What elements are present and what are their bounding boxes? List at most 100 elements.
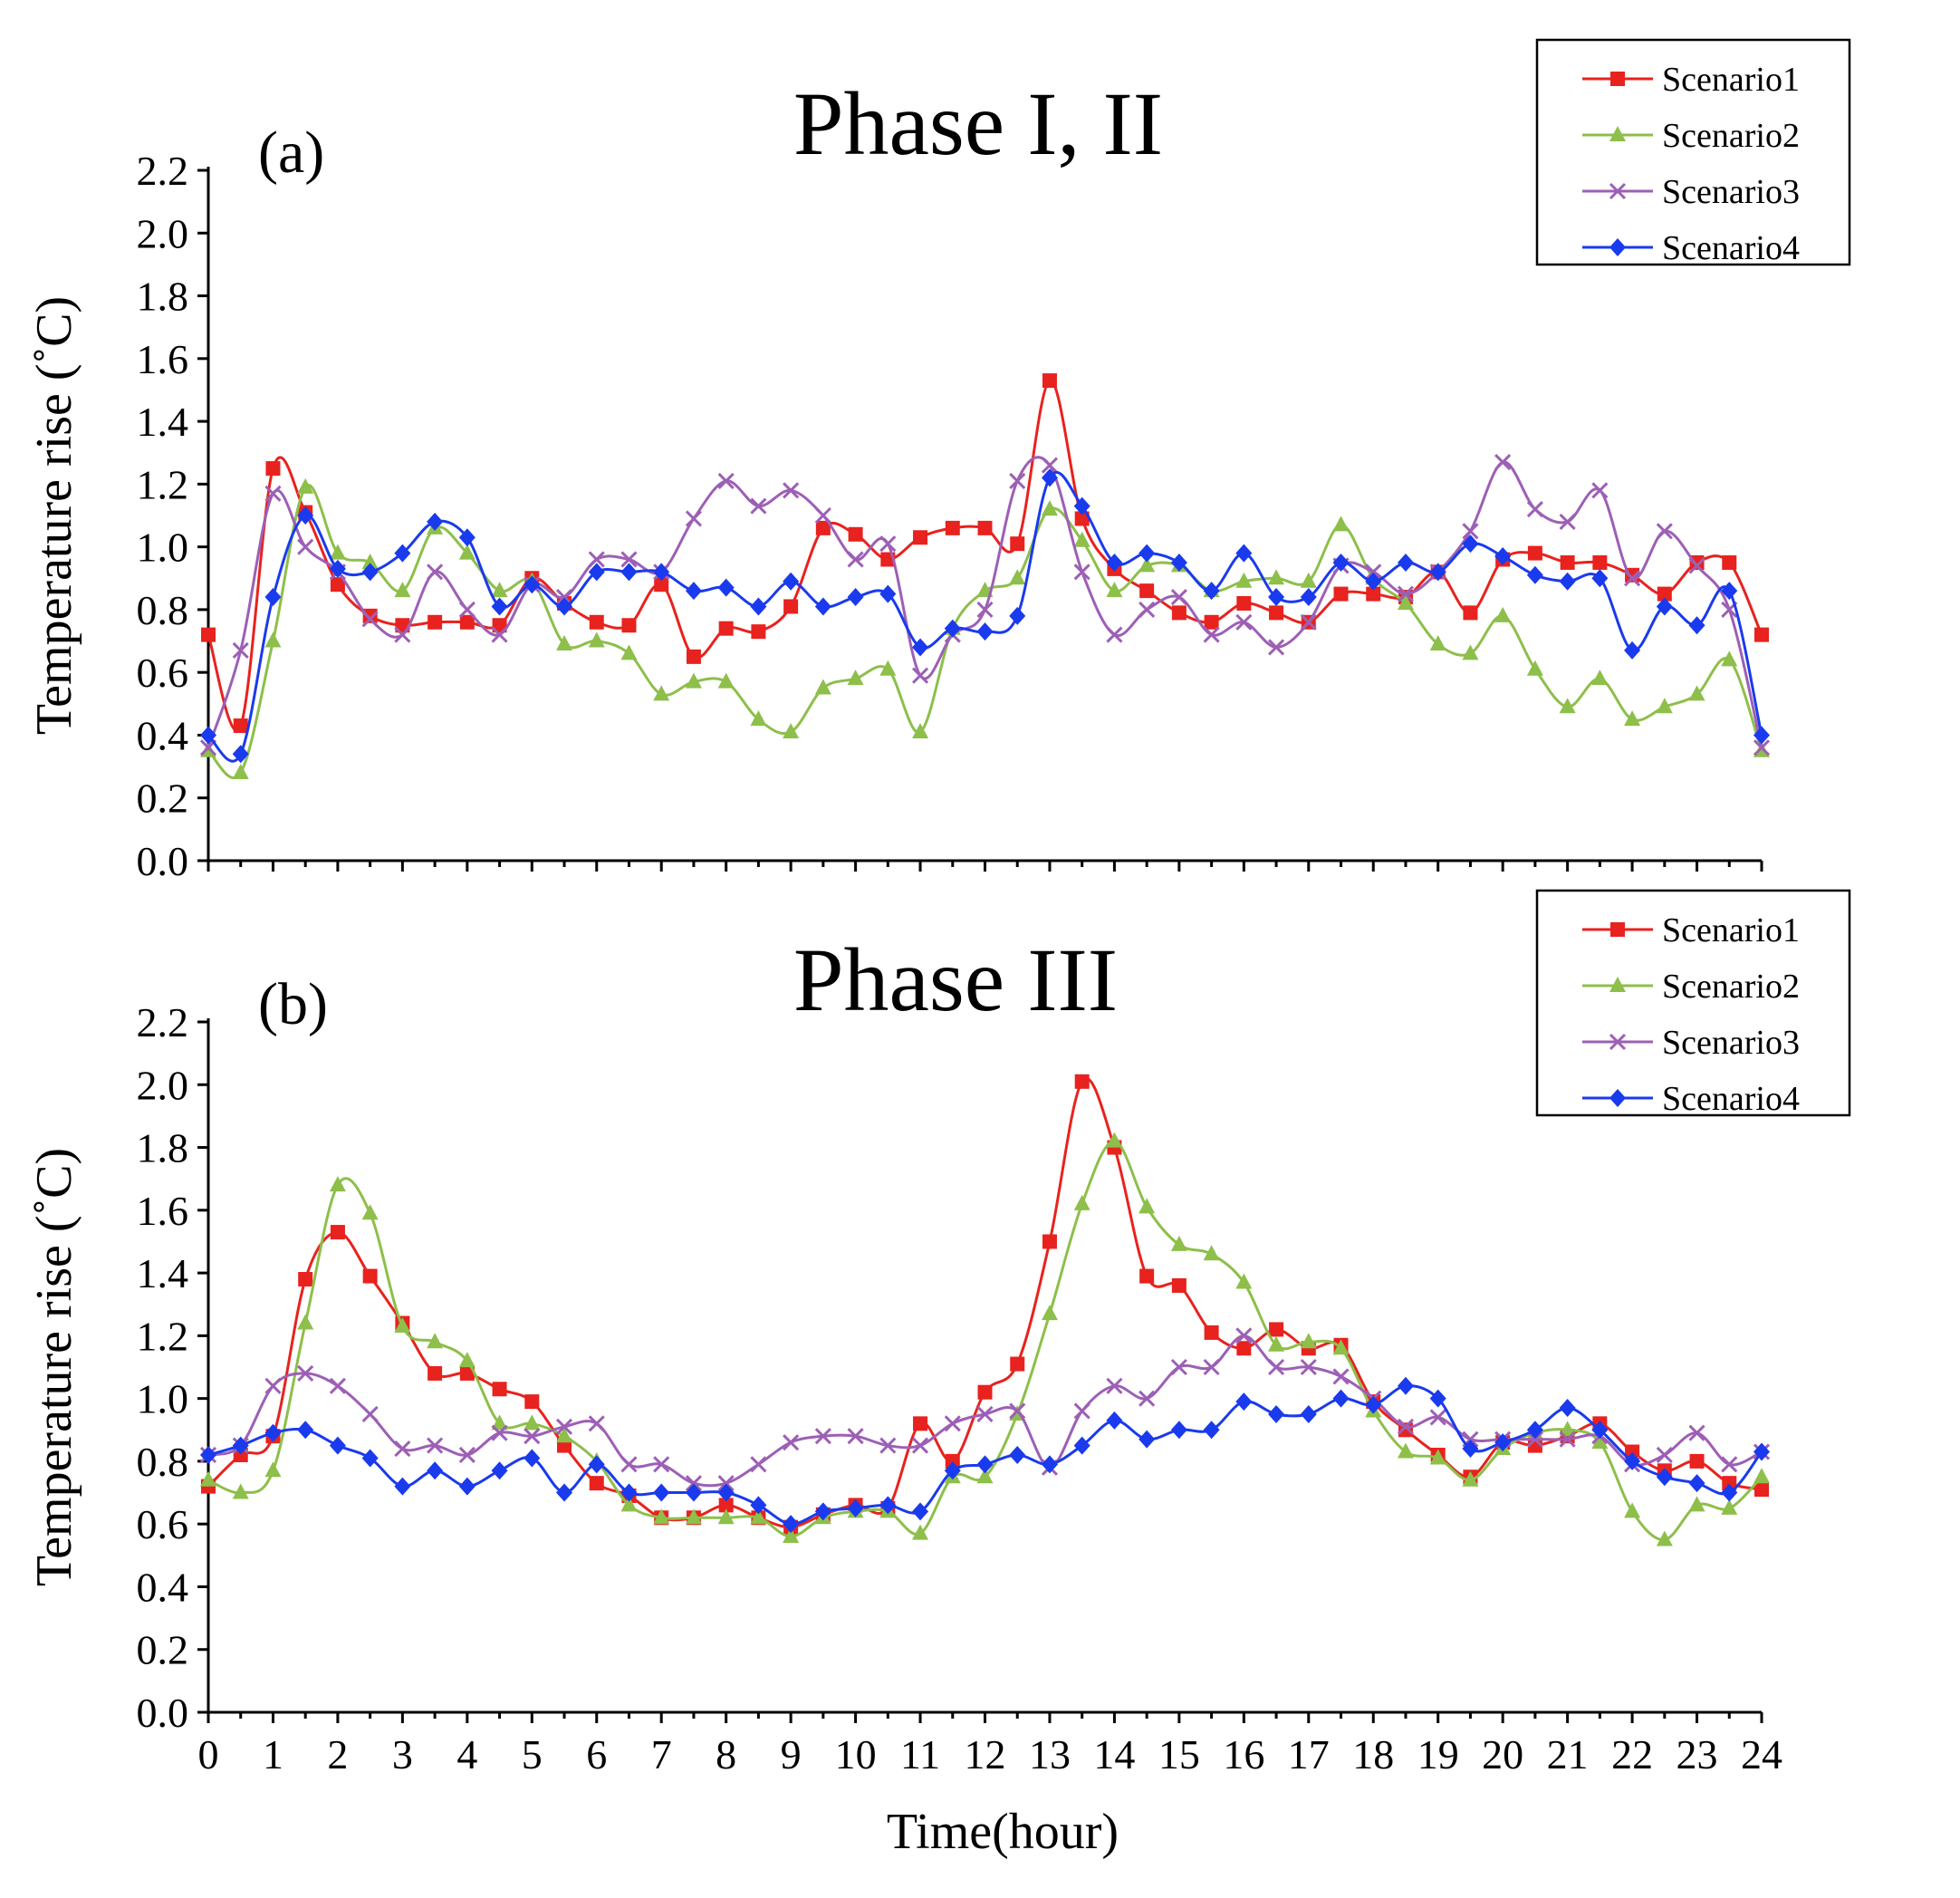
data-point-scenario1	[1689, 1453, 1705, 1469]
data-point-scenario4	[1235, 544, 1253, 563]
data-point-scenario2	[556, 1427, 573, 1443]
data-point-scenario1	[201, 627, 216, 642]
y-tick-label-a: 0.0	[137, 838, 189, 884]
data-point-scenario3	[1365, 564, 1382, 581]
data-point-scenario1	[1527, 545, 1542, 561]
data-point-scenario3	[911, 667, 929, 684]
y-tick-label-b: 0.4	[137, 1564, 189, 1610]
data-point-scenario3	[1235, 613, 1253, 631]
x-tick-label-b: 10	[835, 1731, 877, 1778]
y-tick-label-b: 0.6	[137, 1501, 189, 1547]
data-point-scenario2	[1268, 1335, 1285, 1352]
data-point-scenario3	[879, 535, 897, 553]
legend-box-a	[1535, 38, 1851, 266]
data-point-scenario3	[1009, 1402, 1026, 1420]
data-point-scenario2	[458, 544, 476, 560]
data-point-scenario3	[814, 1428, 831, 1445]
data-point-scenario1	[459, 614, 475, 630]
data-point-scenario4	[458, 1477, 476, 1496]
data-point-scenario3	[1106, 1377, 1123, 1394]
data-point-scenario1	[1074, 511, 1090, 526]
series-b-scenario4	[200, 1376, 1770, 1534]
data-point-scenario1	[1042, 373, 1057, 389]
y-tick-label-b: 0.8	[137, 1439, 189, 1485]
data-point-scenario3	[1139, 1390, 1156, 1407]
x-axis-title: Time(hour)	[887, 1804, 1119, 1860]
data-point-scenario1	[913, 1416, 928, 1431]
data-point-scenario4	[1559, 1399, 1576, 1418]
data-point-scenario4	[685, 582, 702, 601]
data-point-scenario3	[427, 1437, 444, 1454]
y-tick-label-a: 1.4	[137, 399, 189, 445]
legend-marker-scenario3	[1609, 1033, 1627, 1051]
data-point-scenario3	[491, 1424, 508, 1441]
data-point-scenario4	[264, 1423, 282, 1442]
data-point-scenario4	[847, 588, 864, 607]
data-point-scenario3	[685, 1475, 702, 1492]
data-point-scenario2	[1332, 515, 1350, 532]
data-point-scenario4	[1462, 535, 1479, 554]
data-point-scenario1	[233, 718, 248, 734]
data-point-scenario4	[1721, 1483, 1738, 1502]
data-point-scenario4	[783, 572, 800, 591]
data-point-scenario3	[717, 472, 735, 489]
data-point-scenario2	[361, 553, 379, 569]
data-point-scenario3	[1203, 626, 1220, 643]
data-point-scenario2	[1235, 572, 1253, 588]
data-point-scenario4	[1365, 572, 1382, 591]
data-point-scenario3	[1656, 523, 1673, 540]
data-point-scenario1	[815, 520, 831, 535]
data-point-scenario2	[427, 1333, 444, 1349]
data-point-scenario1	[362, 608, 378, 623]
legend-marker-scenario1	[1610, 72, 1625, 86]
x-tick-label-b: 23	[1677, 1731, 1718, 1778]
data-point-scenario1	[362, 1268, 378, 1284]
x-tick-label-b: 15	[1158, 1731, 1200, 1778]
data-point-scenario2	[1429, 635, 1446, 651]
y-tick-label-b: 0.2	[137, 1627, 189, 1673]
data-point-scenario4	[491, 597, 508, 616]
data-point-scenario2	[847, 670, 864, 686]
legend-label-scenario1: Scenario1	[1662, 61, 1800, 99]
legend-label-scenario4: Scenario4	[1662, 229, 1800, 267]
data-point-scenario4	[329, 559, 346, 578]
legend-marker-scenario4	[1609, 1089, 1626, 1107]
data-point-scenario3	[491, 626, 508, 643]
data-point-scenario3	[847, 1428, 864, 1445]
data-point-scenario4	[653, 1483, 670, 1502]
data-point-scenario3	[1526, 1431, 1543, 1448]
legend-box-b	[1535, 889, 1851, 1117]
x-tick-label-b: 13	[1029, 1731, 1071, 1778]
data-point-scenario1	[1269, 605, 1284, 621]
data-point-scenario4	[1462, 1440, 1479, 1459]
x-tick-label-b: 2	[327, 1731, 348, 1778]
data-point-scenario2	[620, 1496, 638, 1512]
y-tick-label-b: 1.0	[137, 1376, 189, 1422]
data-point-scenario1	[1074, 1074, 1090, 1089]
legend-marker-scenario4	[1609, 238, 1626, 256]
data-point-scenario2	[1106, 582, 1123, 598]
data-point-scenario2	[329, 1176, 346, 1192]
data-point-scenario3	[1591, 482, 1609, 499]
data-point-scenario1	[945, 1453, 960, 1469]
y-tick-label-a: 2.2	[137, 148, 189, 194]
data-point-scenario4	[232, 1436, 249, 1455]
data-point-scenario3	[329, 1377, 346, 1394]
legend-label-scenario4: Scenario4	[1662, 1080, 1800, 1118]
data-point-scenario4	[783, 1515, 800, 1534]
data-point-scenario2	[620, 644, 638, 660]
data-point-scenario2	[1300, 572, 1317, 588]
data-point-scenario2	[653, 685, 670, 701]
data-point-scenario4	[1170, 553, 1187, 572]
data-point-scenario4	[1559, 572, 1576, 591]
data-point-scenario3	[783, 482, 800, 499]
data-point-scenario3	[1721, 1456, 1738, 1473]
data-point-scenario3	[458, 1446, 476, 1464]
data-point-scenario3	[555, 1418, 573, 1435]
data-point-scenario4	[1624, 1451, 1641, 1470]
x-tick-label-b: 18	[1352, 1731, 1394, 1778]
x-tick-label-b: 8	[716, 1731, 736, 1778]
data-point-scenario1	[1171, 605, 1187, 621]
data-point-scenario3	[297, 538, 314, 555]
